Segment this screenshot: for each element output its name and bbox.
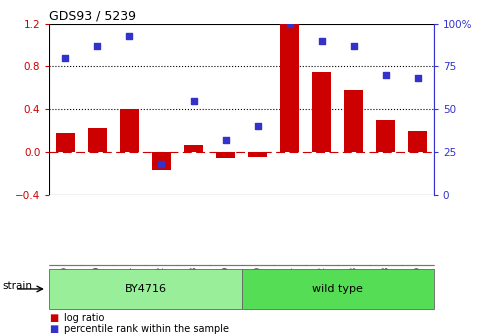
Text: GDS93 / 5239: GDS93 / 5239 (49, 9, 136, 23)
Text: GSM1640: GSM1640 (253, 265, 262, 305)
Point (350, 43, 357, 48)
Point (414, 76, 422, 81)
Bar (344, 90, 363, 152)
Bar (184, 144, 203, 152)
Bar (49, 24, 434, 195)
Bar (120, 109, 139, 152)
Bar (376, 120, 395, 152)
Text: GSM1633: GSM1633 (189, 265, 198, 306)
Bar (88, 128, 107, 152)
Text: ■: ■ (49, 312, 59, 323)
Point (253, 124, 261, 129)
Bar (408, 131, 427, 152)
Text: GSM1649: GSM1649 (413, 265, 423, 305)
Point (221, 137, 229, 143)
Text: log ratio: log ratio (64, 312, 105, 323)
Bar (312, 72, 331, 152)
Text: GSM1648: GSM1648 (381, 265, 390, 306)
Point (317, 38, 325, 43)
Point (94, 43, 102, 48)
Text: GSM1631: GSM1631 (125, 265, 134, 306)
Bar (152, 152, 171, 170)
Text: strain: strain (2, 281, 33, 291)
Text: percentile rank within the sample: percentile rank within the sample (64, 324, 229, 334)
Text: GSM1639: GSM1639 (221, 265, 230, 306)
Text: GSM1632: GSM1632 (157, 265, 166, 306)
Bar (280, 24, 299, 152)
Text: GSM1629: GSM1629 (61, 265, 70, 305)
Bar (242, 269, 434, 309)
Text: GSM1642: GSM1642 (317, 265, 326, 305)
Point (382, 72, 389, 78)
Point (125, 33, 133, 38)
Bar (216, 152, 235, 159)
Text: GSM1630: GSM1630 (93, 265, 102, 306)
Point (157, 161, 165, 167)
Bar (49, 269, 242, 309)
Text: GSM1641: GSM1641 (285, 265, 294, 305)
Point (286, 21, 294, 26)
Bar (248, 152, 267, 157)
Text: GSM1643: GSM1643 (349, 265, 358, 306)
Text: ■: ■ (49, 324, 59, 334)
Text: BY4716: BY4716 (124, 284, 167, 294)
Text: wild type: wild type (312, 284, 363, 294)
Point (61, 55, 69, 60)
Bar (56, 133, 75, 152)
Point (189, 98, 197, 103)
